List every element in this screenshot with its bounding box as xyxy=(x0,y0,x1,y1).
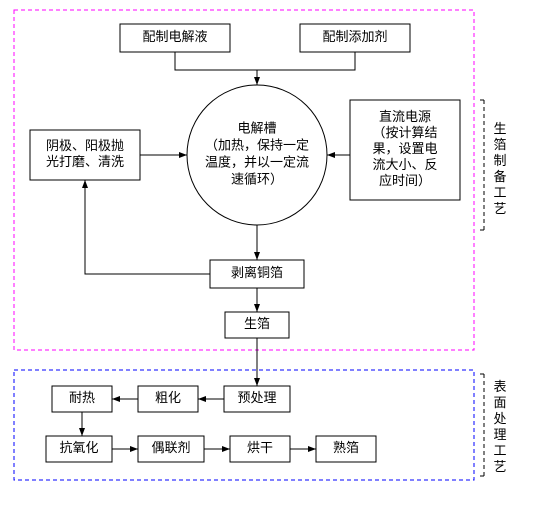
svg-text:（加热，保持一定: （加热，保持一定 xyxy=(205,137,309,152)
svg-text:配制电解液: 配制电解液 xyxy=(142,29,207,44)
section-upper-label: 艺 xyxy=(493,201,506,216)
svg-text:温度，并以一定流: 温度，并以一定流 xyxy=(205,154,309,169)
svg-text:抗氧化: 抗氧化 xyxy=(59,440,98,455)
svg-text:耐热: 耐热 xyxy=(69,390,95,405)
flowchart-canvas: 生箔制备工艺表面处理工艺配制电解液配制添加剂直流电源（按计算结果，设置电流大小、… xyxy=(0,0,533,508)
svg-text:偶联剂: 偶联剂 xyxy=(151,440,190,455)
svg-text:果，设置电: 果，设置电 xyxy=(372,141,437,156)
section-lower-label: 面 xyxy=(493,395,506,410)
svg-text:电解槽: 电解槽 xyxy=(237,120,276,135)
svg-text:剥离铜箔: 剥离铜箔 xyxy=(231,265,283,280)
svg-text:配制添加剂: 配制添加剂 xyxy=(322,29,387,44)
svg-text:阴极、阳极抛: 阴极、阳极抛 xyxy=(46,138,124,153)
edge-6 xyxy=(85,180,210,274)
svg-text:直流电源: 直流电源 xyxy=(379,109,431,124)
section-lower-label: 工 xyxy=(493,443,506,458)
section-upper-label: 工 xyxy=(493,185,506,200)
svg-text:生箔: 生箔 xyxy=(244,316,270,331)
svg-text:应时间）: 应时间） xyxy=(379,173,431,188)
svg-text:粗化: 粗化 xyxy=(155,390,181,405)
section-upper-label: 生 xyxy=(493,121,506,136)
svg-text:光打磨、清洗: 光打磨、清洗 xyxy=(46,154,124,169)
section-upper-label: 箔 xyxy=(493,137,506,152)
section-upper-label: 备 xyxy=(493,169,506,184)
svg-text:速循环）: 速循环） xyxy=(231,171,283,186)
section-lower-label: 理 xyxy=(493,427,506,442)
svg-text:烘干: 烘干 xyxy=(247,440,273,455)
edge-0 xyxy=(175,52,257,85)
section-lower-label: 艺 xyxy=(493,459,506,474)
svg-text:（按计算结: （按计算结 xyxy=(372,125,437,140)
section-upper-label: 制 xyxy=(493,153,506,168)
edge-1 xyxy=(257,52,355,70)
svg-text:流大小、反: 流大小、反 xyxy=(372,157,437,172)
svg-text:预处理: 预处理 xyxy=(237,390,276,405)
svg-text:熟箔: 熟箔 xyxy=(333,440,359,455)
section-lower-label: 处 xyxy=(493,411,506,426)
section-lower-label: 表 xyxy=(493,379,506,394)
